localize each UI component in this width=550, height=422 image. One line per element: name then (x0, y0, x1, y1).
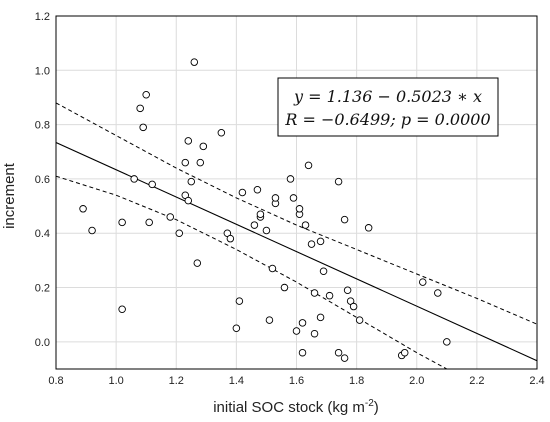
data-point (181, 158, 190, 167)
equation-line-1: y = 1.136 − 0.5023 ∗ x (293, 87, 482, 106)
data-point (319, 267, 328, 275)
x-axis-label-sup: -2 (365, 398, 374, 409)
data-point (232, 324, 241, 333)
y-tick-label: 0.2 (35, 283, 50, 295)
y-tick-label: 0.0 (35, 337, 50, 349)
data-point (310, 289, 319, 297)
data-point (118, 305, 126, 314)
data-point (268, 264, 277, 273)
x-axis-label-main: initial SOC stock (kg m (213, 399, 365, 416)
data-point (238, 188, 247, 197)
data-point (145, 218, 153, 227)
data-point (316, 237, 325, 246)
data-point (226, 234, 235, 243)
confidence-upper-line (56, 102, 537, 325)
data-point (196, 158, 205, 167)
data-point (280, 283, 289, 292)
data-point (265, 316, 274, 324)
x-tick-label: 1.8 (349, 375, 364, 387)
x-tick-label: 1.2 (169, 375, 184, 387)
data-point (419, 278, 427, 286)
data-point (253, 186, 262, 194)
x-tick-label: 1.4 (229, 375, 244, 387)
data-point (292, 327, 301, 335)
data-point (304, 161, 313, 170)
data-point (340, 215, 349, 224)
data-point (295, 205, 304, 213)
x-tick-label: 1.6 (289, 375, 304, 387)
data-point (343, 286, 352, 295)
data-point (298, 319, 307, 327)
data-point (364, 224, 373, 232)
x-axis-label-end: ) (374, 399, 379, 416)
y-tick-label: 0.4 (35, 228, 50, 240)
data-point (340, 354, 349, 362)
data-point (199, 142, 208, 151)
data-point (325, 291, 334, 300)
data-point (184, 137, 193, 145)
data-point (175, 229, 184, 237)
data-point (286, 175, 295, 183)
data-point (118, 218, 126, 227)
equation-line-2: R = −0.6499; p = 0.0000 (284, 110, 490, 129)
data-point (289, 194, 298, 202)
data-point (250, 221, 259, 229)
equation-box-frame (277, 77, 499, 137)
x-tick-label: 1.0 (108, 375, 123, 387)
data-point (400, 348, 409, 357)
data-point (355, 316, 364, 324)
data-point (88, 226, 96, 235)
data-point (334, 177, 343, 186)
data-point (184, 196, 193, 205)
plot-frame (55, 15, 538, 370)
data-point (262, 226, 271, 235)
data-point (187, 177, 196, 186)
x-tick-label: 2.0 (409, 375, 424, 387)
data-point (166, 213, 174, 221)
data-point (316, 313, 325, 322)
y-tick-label: 1.2 (35, 11, 50, 23)
x-tick-label: 2.2 (469, 375, 484, 387)
y-axis-label: increment (1, 162, 18, 229)
tick-labels: 0.8 1.0 1.2 1.4 1.6 1.8 2.0 2.2 2.4 0.0 0.2 0.4 0.6 0… (35, 11, 545, 387)
data-point (298, 348, 307, 357)
data-point (334, 348, 343, 357)
data-point (190, 58, 199, 66)
data-point (217, 129, 226, 137)
y-tick-label: 1.0 (35, 65, 50, 77)
data-point (256, 210, 265, 218)
data-point (130, 175, 138, 183)
data-point (139, 123, 147, 132)
confidence-lower-line (56, 175, 448, 369)
data-point (349, 302, 358, 311)
x-tick-label: 0.8 (48, 375, 63, 387)
data-point (301, 221, 310, 229)
data-point (148, 180, 156, 189)
data-point (434, 289, 442, 297)
data-point (142, 90, 150, 99)
data-point (310, 329, 319, 338)
confidence-band (56, 102, 537, 369)
y-tick-label: 0.8 (35, 120, 50, 132)
data-points (79, 58, 451, 362)
x-axis-label: initial SOC stock (kg m-2) (213, 398, 379, 416)
data-point (136, 104, 144, 113)
equation-box: y = 1.136 − 0.5023 ∗ x R = −0.6499; p = … (277, 77, 499, 137)
data-point (79, 205, 87, 213)
y-tick-label: 0.6 (35, 174, 50, 186)
data-point (443, 338, 451, 346)
grid-lines (55, 15, 538, 369)
data-point (193, 259, 202, 267)
data-point (307, 240, 316, 248)
x-tick-label: 2.4 (529, 375, 544, 387)
data-point (235, 297, 244, 305)
data-point (271, 194, 280, 202)
